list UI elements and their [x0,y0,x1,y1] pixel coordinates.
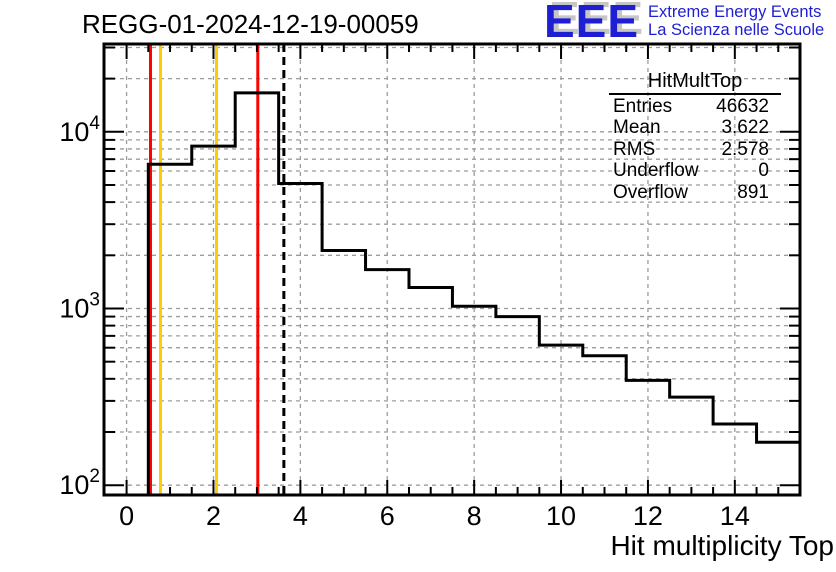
x-tick-label: 2 [206,501,221,531]
x-tick-label: 4 [293,501,308,531]
x-tick-label: 12 [633,501,663,531]
x-tick-label: 8 [467,501,482,531]
histogram-line [146,91,800,495]
eee-logo-line2: La Scienza nelle Scuole [648,20,825,39]
stats-row-underflow: Underflow 0 [609,160,781,181]
stats-value: 3.622 [721,117,769,139]
y-tick-label: 103 [59,289,100,323]
stats-label: RMS [613,138,656,160]
x-tick-label: 6 [380,501,395,531]
stats-label: Overflow [613,181,688,203]
y-tick-label: 104 [59,113,100,147]
stats-value: 891 [737,181,769,203]
stats-value: 2.578 [721,138,769,160]
y-tick-label: 102 [59,466,100,500]
x-tick-label: 10 [546,501,576,531]
stats-row-rms: RMS 2.578 [609,139,781,160]
stats-label: Mean [613,117,661,139]
x-tick-label: 14 [720,501,750,531]
stats-box: HitMultTop Entries 46632 Mean 3.622 RMS … [609,71,781,203]
x-tick-label: 0 [119,501,134,531]
eee-logo-letters: EEE [544,0,640,47]
stats-row-overflow: Overflow 891 [609,182,781,203]
stats-value: 0 [758,160,769,182]
eee-logo: EEE Extreme Energy Events La Scienza nel… [544,0,825,47]
plot-title: REGG-01-2024-12-19-00059 [82,9,419,39]
stats-value: 46632 [716,96,769,117]
eee-logo-text: Extreme Energy Events La Scienza nelle S… [648,3,825,39]
stats-label: Entries [613,96,673,117]
stats-title: HitMultTop [647,70,743,92]
eee-logo-line1: Extreme Energy Events [648,3,822,21]
stats-row-mean: Mean 3.622 [609,117,781,138]
stats-row-entries: Entries 46632 [609,96,781,117]
stats-label: Underflow [613,160,699,182]
x-axis-title: Hit multiplicity Top [610,530,834,561]
stats-separator [609,93,781,95]
